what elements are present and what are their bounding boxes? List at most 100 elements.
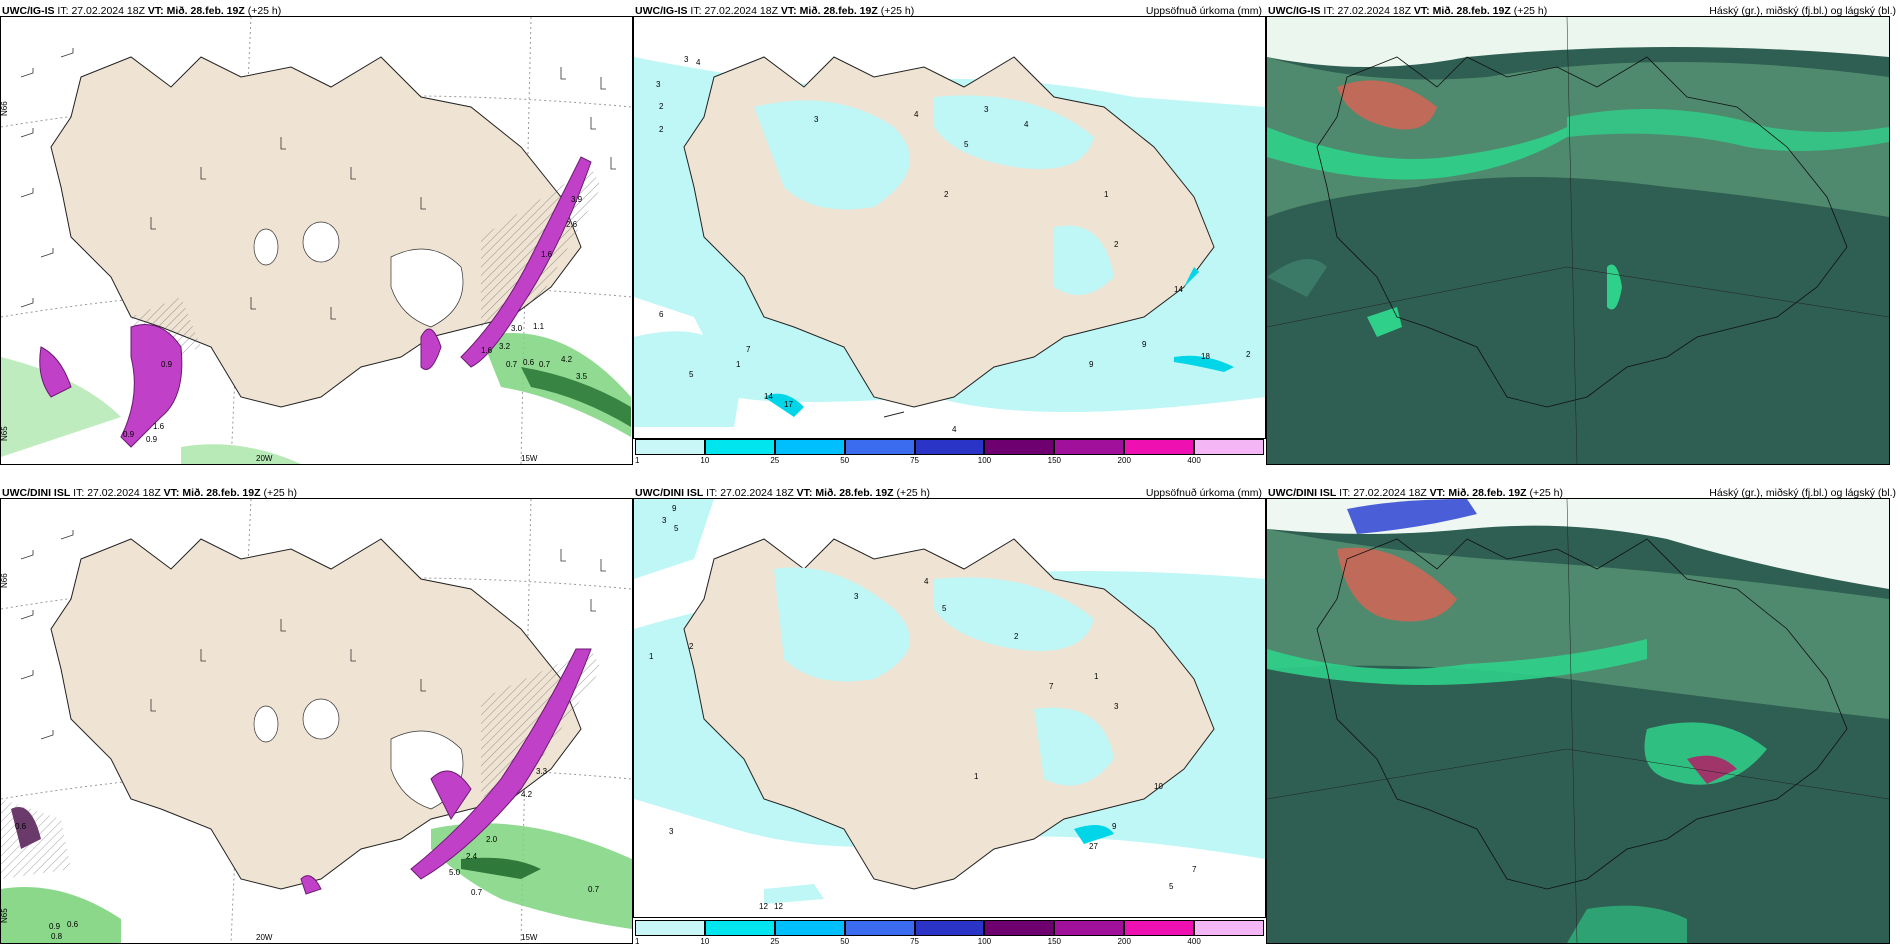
- precip-value: 3: [669, 827, 674, 836]
- precip-value: 4: [696, 58, 701, 67]
- panel-wind-bottom: UWC/DINI ISL IT: 27.02.2024 18Z VT: Mið.…: [0, 482, 633, 950]
- panel-header: UWC/IG-IS IT: 27.02.2024 18Z VT: Mið. 28…: [1268, 5, 1896, 17]
- precip-value: 2: [1114, 240, 1119, 249]
- legend-color-box: [1054, 920, 1125, 936]
- legend-tick-label: 150: [1047, 937, 1062, 946]
- precip-value: 7: [1192, 865, 1197, 874]
- legend-color-box: [984, 439, 1055, 455]
- precip-value: 3: [984, 105, 989, 114]
- precip-legend: 1 10 25 50 75 100 150 200 400: [635, 920, 1264, 946]
- wind-value: 0.8: [51, 932, 63, 941]
- legend-tick-label: 400: [1187, 456, 1201, 465]
- precip-value: 2: [944, 190, 949, 199]
- wind-value: 3.5: [576, 372, 588, 381]
- panel-title: Uppsöfnuð úrkoma (mm): [1145, 5, 1262, 17]
- precip-value: 2: [659, 125, 664, 134]
- precip-value: 2: [689, 642, 694, 651]
- legend-tick-label: 75: [910, 937, 919, 946]
- lat-label-2: N65: [1, 908, 9, 923]
- legend-tick-label: 75: [910, 456, 919, 465]
- wind-map: N66 N65 20W 15W 2.0 2.4 5.0 0.7 0.7 3.3 …: [1, 499, 632, 943]
- wind-value: 1.1: [533, 322, 545, 331]
- precip-value: 2: [659, 102, 664, 111]
- wind-value: 0.9: [161, 360, 173, 369]
- lon-label-1: 20W: [256, 933, 273, 942]
- legend-color-box: [704, 920, 775, 936]
- precip-value: 7: [1049, 682, 1054, 691]
- precip-value: 3: [1114, 702, 1119, 711]
- panel-precip-top: UWC/IG-IS IT: 27.02.2024 18Z VT: Mið. 28…: [633, 0, 1266, 465]
- wind-map-frame: N66 N65 20W 15W 2.0 2.4 5.0 0.7 0.7 3.3 …: [0, 498, 633, 944]
- legend-tick-label: 10: [700, 456, 710, 465]
- wind-value: 0.7: [506, 360, 518, 369]
- panel-title: Háský (gr.), miðský (fj.bl.) og lágský (…: [1709, 487, 1896, 499]
- wind-value: 0.7: [539, 360, 551, 369]
- panel-cloud-bottom: UWC/DINI ISL IT: 27.02.2024 18Z VT: Mið.…: [1266, 482, 1900, 950]
- precip-value: 18: [1201, 352, 1210, 361]
- wind-value: 1.6: [153, 422, 165, 431]
- panel-cloud-top: UWC/IG-IS IT: 27.02.2024 18Z VT: Mið. 28…: [1266, 0, 1900, 465]
- wind-value: 0.6: [67, 920, 79, 929]
- legend-color-box: [1194, 439, 1264, 455]
- wind-map: N66 N65 20W 15W 3.0 1.1 1.6 3.2 0.6 0.7 …: [1, 17, 632, 464]
- precip-value: 14: [1174, 285, 1183, 294]
- panel-wind-top: UWC/IG-IS IT: 27.02.2024 18Z VT: Mið. 28…: [0, 0, 633, 465]
- legend-tick-label: 25: [770, 937, 780, 946]
- precip-value: 3: [656, 80, 661, 89]
- panel-precip-bottom: UWC/DINI ISL IT: 27.02.2024 18Z VT: Mið.…: [633, 482, 1266, 950]
- legend-color-box: [1124, 439, 1195, 455]
- precip-value: 4: [952, 425, 957, 434]
- legend-color-box: [984, 920, 1055, 936]
- precip-value: 1: [974, 772, 979, 781]
- legend-color-box: [704, 439, 775, 455]
- panel-header: UWC/IG-IS IT: 27.02.2024 18Z VT: Mið. 28…: [2, 5, 282, 17]
- panel-header: UWC/IG-IS IT: 27.02.2024 18Z VT: Mið. 28…: [635, 5, 1262, 17]
- precip-value: 1: [649, 652, 654, 661]
- legend-tick-label: 50: [840, 456, 850, 465]
- wind-value: 0.9: [123, 430, 135, 439]
- legend-tick-label: 1: [635, 456, 640, 465]
- precip-value: 4: [914, 110, 919, 119]
- wind-value: 2.0: [486, 835, 498, 844]
- precip-value: 14: [764, 392, 773, 401]
- wind-value: 0.6: [15, 822, 27, 831]
- wind-value: 2.6: [566, 220, 578, 229]
- legend-tick-label: 200: [1117, 456, 1131, 465]
- legend-color-box: [1194, 920, 1264, 936]
- precip-value: 4: [1024, 120, 1029, 129]
- legend-tick-label: 100: [977, 937, 992, 946]
- precip-value: 10: [1154, 782, 1163, 791]
- precip-value: 3: [854, 592, 859, 601]
- wind-value: 1.6: [541, 250, 553, 259]
- panel-header: UWC/DINI ISL IT: 27.02.2024 18Z VT: Mið.…: [635, 487, 1262, 499]
- legend-color-box: [844, 439, 915, 455]
- wind-value: 0.9: [49, 922, 61, 931]
- precip-value: 27: [1089, 842, 1098, 851]
- precip-value: 9: [1142, 340, 1147, 349]
- panel-header: UWC/DINI ISL IT: 27.02.2024 18Z VT: Mið.…: [2, 487, 298, 499]
- precip-value: 6: [659, 310, 664, 319]
- precip-value: 5: [689, 370, 694, 379]
- legend-tick-label: 1: [635, 937, 640, 946]
- wind-value: 3.0: [511, 324, 523, 333]
- lat-label-2: N65: [1, 426, 9, 441]
- precip-value: 17: [784, 400, 793, 409]
- wind-value: 3.9: [571, 195, 583, 204]
- precip-value: 5: [674, 524, 679, 533]
- precip-map: 9 3 5 1 2 3 4 5 2 1 3 7 10 9 27 7 5 3 12…: [634, 499, 1265, 917]
- wind-value: 4.2: [561, 355, 573, 364]
- legend-tick-label: 50: [840, 937, 850, 946]
- precip-value: 3: [814, 115, 819, 124]
- precip-value: 9: [1112, 822, 1117, 831]
- wind-value: 4.2: [521, 790, 533, 799]
- lon-label-2: 15W: [521, 933, 538, 942]
- lat-label-1: N66: [1, 573, 9, 588]
- legend-color-box: [914, 920, 985, 936]
- precip-value: 1: [1094, 672, 1099, 681]
- precip-map-frame: 3 4 3 2 2 3 4 5 3 4 2 1 2 7 14 17 4 6 9 …: [633, 16, 1266, 439]
- lon-label-1: 20W: [256, 454, 273, 463]
- panel-title: Háský (gr.), miðský (fj.bl.) og lágský (…: [1709, 5, 1896, 17]
- precip-value: 3: [662, 516, 667, 525]
- precip-value: 4: [924, 577, 929, 586]
- wind-map-frame: N66 N65 20W 15W 3.0 1.1 1.6 3.2 0.6 0.7 …: [0, 16, 633, 465]
